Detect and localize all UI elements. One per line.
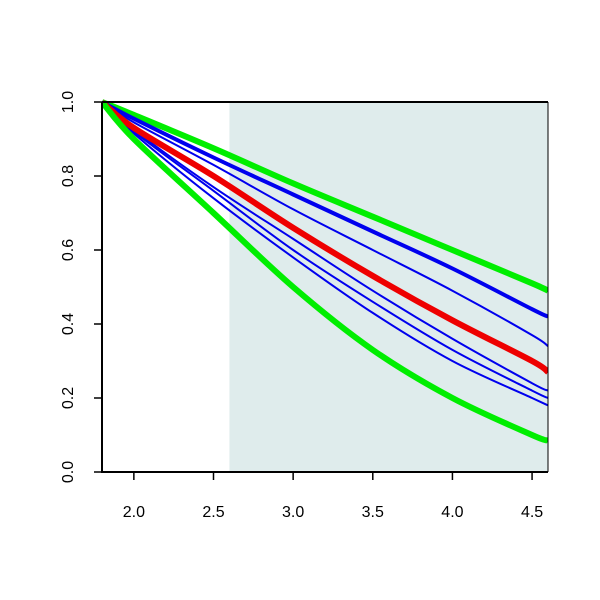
y-tick-label: 0.4 xyxy=(60,313,77,335)
y-tick-label: 0.6 xyxy=(60,239,77,261)
x-tick-label: 4.0 xyxy=(441,504,463,521)
x-tick-label: 3.5 xyxy=(362,504,384,521)
series-line-8 xyxy=(102,100,548,444)
x-tick-label: 2.5 xyxy=(202,504,224,521)
series-line-1 xyxy=(102,99,548,294)
y-tick-label: 0.2 xyxy=(60,387,77,409)
y-tick-label: 0.8 xyxy=(60,165,77,187)
series-line-6 xyxy=(102,101,548,399)
y-tick-label: 1.0 xyxy=(60,91,77,113)
x-tick-label: 3.0 xyxy=(282,504,304,521)
series-line-2 xyxy=(102,100,548,319)
series-line-4 xyxy=(102,99,548,375)
series-line-5 xyxy=(102,101,548,392)
x-tick-label: 4.5 xyxy=(521,504,543,521)
series-line-3 xyxy=(102,101,548,348)
series-line-7 xyxy=(102,101,548,407)
y-tick-label: 0.0 xyxy=(60,461,77,483)
x-tick-label: 2.0 xyxy=(123,504,145,521)
